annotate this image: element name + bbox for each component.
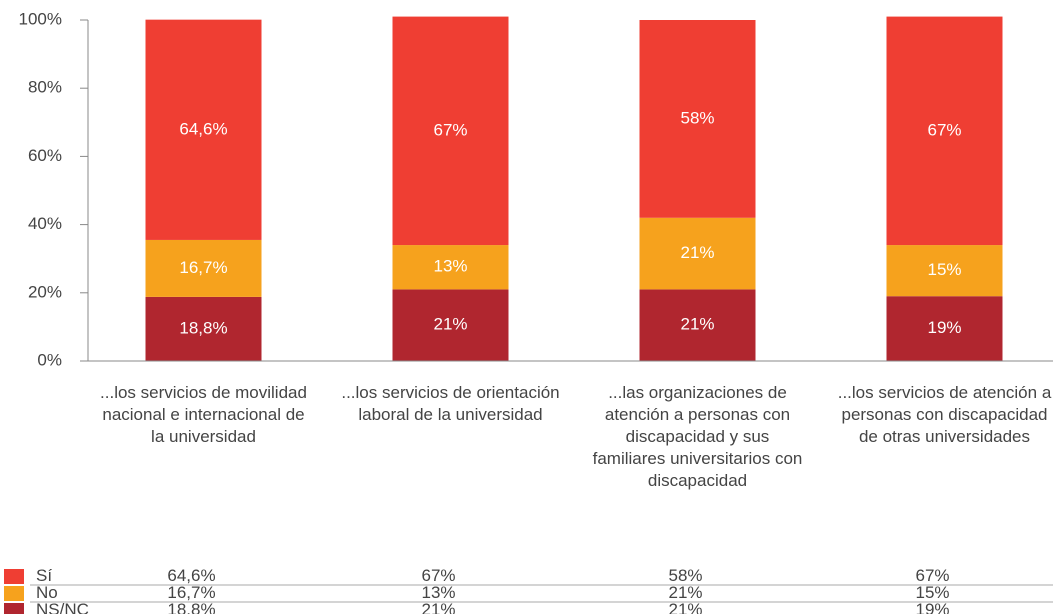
x-tick-label: ...las organizaciones de atención a pers… <box>592 383 803 490</box>
bar-value-label: 67% <box>433 120 467 139</box>
y-tick-label: 60% <box>28 146 62 165</box>
table-value: 16,7% <box>167 583 215 602</box>
bar-value-label: 64,6% <box>179 119 227 138</box>
y-tick-label: 80% <box>28 78 62 97</box>
y-tick-label: 20% <box>28 282 62 301</box>
bar-segment <box>886 16 1003 246</box>
table-value: 67% <box>915 566 949 585</box>
legend-swatch <box>4 586 24 601</box>
table-value: 19% <box>915 600 949 614</box>
table-value: 64,6% <box>167 566 215 585</box>
bar-segment <box>639 20 756 218</box>
bar-value-label: 67% <box>927 120 961 139</box>
y-tick-label: 0% <box>37 350 62 369</box>
table-value: 21% <box>421 600 455 614</box>
bar-value-label: 16,7% <box>179 258 227 277</box>
x-tick-label: ...los servicios de atención a personas … <box>837 383 1052 446</box>
bar-value-label: 13% <box>433 257 467 276</box>
table-value: 15% <box>915 583 949 602</box>
bar-value-label: 58% <box>680 108 714 127</box>
bar-segment <box>886 245 1003 297</box>
bar-segment <box>392 245 509 290</box>
table-value: 21% <box>668 600 702 614</box>
bar-segment <box>392 289 509 361</box>
bar-value-label: 21% <box>680 243 714 262</box>
bar-segment <box>145 239 262 297</box>
table-value: 18,8% <box>167 600 215 614</box>
legend-label: No <box>36 583 58 602</box>
y-tick-label: 40% <box>28 214 62 233</box>
table-value: 58% <box>668 566 702 585</box>
table-value: 67% <box>421 566 455 585</box>
bar-segment <box>392 16 509 246</box>
bar-value-label: 18,8% <box>179 318 227 337</box>
legend-label: Sí <box>36 566 52 585</box>
x-tick-label: ...los servicios de movilidad nacional e… <box>100 383 307 446</box>
x-tick-label: ...los servicios de orientación laboral … <box>341 383 560 424</box>
bar-segment <box>145 19 262 240</box>
table-value: 13% <box>421 583 455 602</box>
bar-segment <box>639 217 756 290</box>
y-tick-label: 100% <box>19 9 62 28</box>
bar-value-label: 21% <box>433 315 467 334</box>
bar-segment <box>639 289 756 361</box>
legend-swatch <box>4 603 24 614</box>
bar-segment <box>886 296 1003 361</box>
legend-swatch <box>4 569 24 584</box>
bar-value-label: 19% <box>927 318 961 337</box>
bar-segment <box>145 296 262 361</box>
table-value: 21% <box>668 583 702 602</box>
bar-value-label: 15% <box>927 260 961 279</box>
legend-label: NS/NC <box>36 600 89 614</box>
bar-value-label: 21% <box>680 315 714 334</box>
